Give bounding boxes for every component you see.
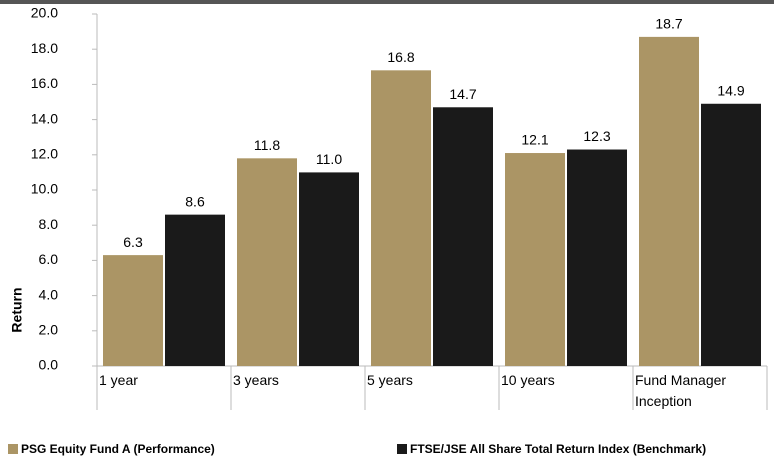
bar [165,214,225,366]
y-tick-label: 8.0 [39,216,59,232]
x-tick-label: 3 years [233,372,279,388]
data-label: 8.6 [185,193,205,209]
legend-label: FTSE/JSE All Share Total Return Index (B… [410,442,706,456]
y-axis-label: Return [9,287,25,332]
data-label: 11.8 [254,137,280,153]
x-tick-label: Fund Manager Inception [635,372,727,409]
bar [567,149,627,366]
bar [433,107,493,366]
data-label: 14.7 [449,86,476,102]
data-label: 14.9 [717,82,744,98]
x-tick-label: 1 year [99,372,138,388]
bar [505,153,565,366]
y-tick-label: 0.0 [39,357,59,373]
x-tick-label: 10 years [501,372,555,388]
data-label: 11.0 [316,151,342,167]
top-stripe [0,0,774,4]
y-tick-label: 6.0 [39,251,59,267]
y-tick-label: 20.0 [31,5,58,21]
data-label: 6.3 [123,234,143,250]
y-tick-label: 14.0 [31,110,58,126]
data-label: 12.1 [521,132,548,148]
y-tick-label: 12.0 [31,146,58,162]
bar [237,158,297,366]
data-label: 12.3 [583,128,610,144]
x-tick-label: 5 years [367,372,413,388]
bar [299,172,359,366]
y-tick-label: 4.0 [39,286,59,302]
bar [371,70,431,366]
y-tick-label: 18.0 [31,40,58,56]
bar [103,255,163,366]
legend-swatch [8,444,18,454]
bar [701,103,761,366]
y-tick-label: 10.0 [31,181,58,197]
legend-swatch [397,444,407,454]
data-label: 18.7 [655,16,682,32]
data-label: 16.8 [387,49,414,65]
y-tick-label: 16.0 [31,75,58,91]
legend-label: PSG Equity Fund A (Performance) [21,442,215,456]
y-tick-label: 2.0 [39,322,59,338]
bar [639,36,699,366]
